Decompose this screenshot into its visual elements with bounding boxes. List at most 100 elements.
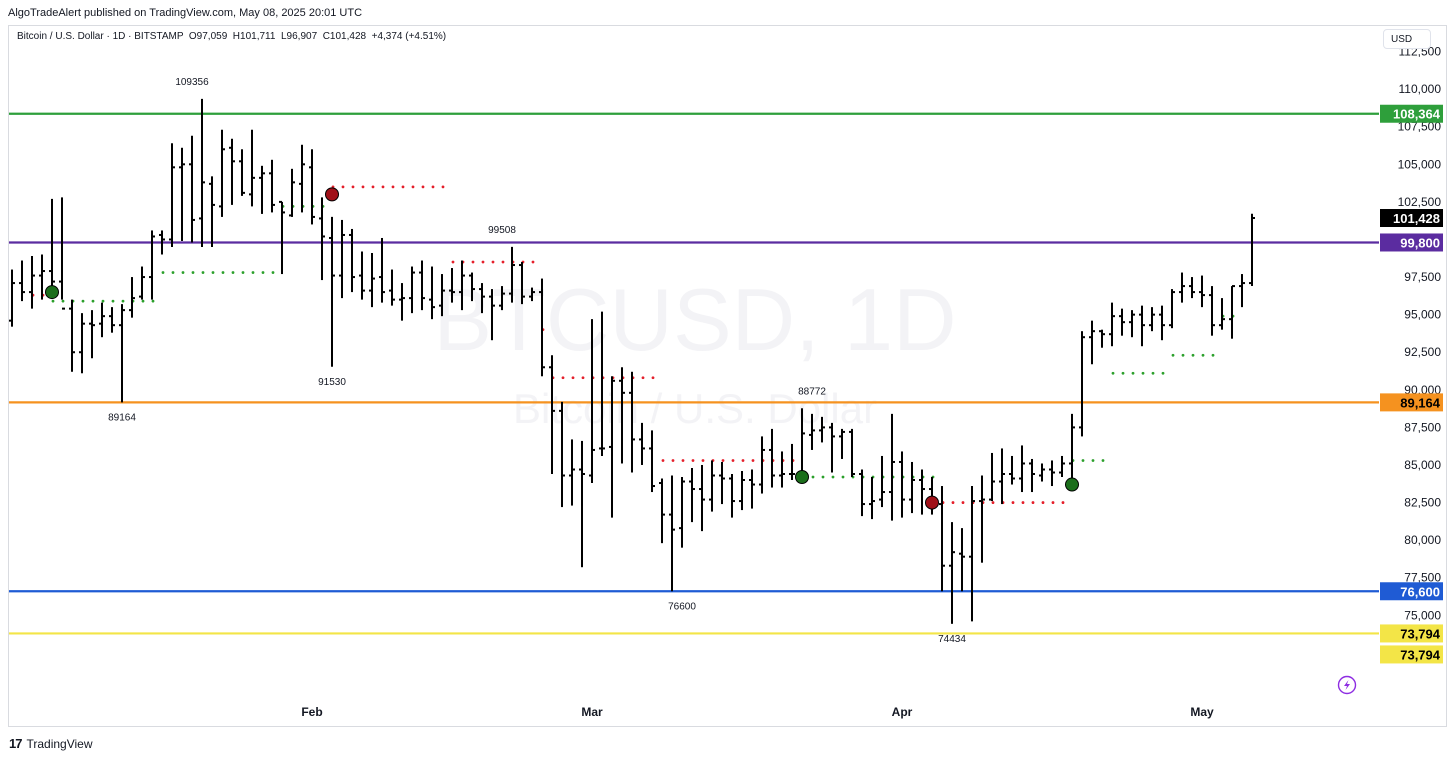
stop-dot [991,501,995,504]
price-tag-text: 76,600 [1400,584,1440,599]
stop-dot [161,271,165,274]
ohlc-bar [559,401,565,508]
price-tag-text: 101,428 [1393,211,1440,226]
ohlc-bar [379,237,385,303]
ohlc-bar [999,448,1005,505]
ohlc-bar [459,260,465,311]
stop-dot [821,475,825,479]
watermark-description: Bitcoin / U.S. Dollar [513,385,877,432]
ohlc-bar [59,197,65,310]
stop-dot [651,376,655,380]
stop-dot [241,271,245,274]
stop-dot [1151,371,1155,375]
stop-dot [391,185,395,189]
stop-dot [351,185,355,189]
stop-dot [61,299,65,303]
stop-dot [701,459,705,462]
stop-dot [1061,501,1065,504]
ohlc-bar [639,422,645,465]
high-low-label: 89164 [108,412,136,423]
level-price-tag: 76,600 [1380,582,1443,601]
price-tag-box [1380,209,1443,228]
ohlc-bar [619,367,625,464]
stop-dot [1041,501,1045,504]
publisher-line: AlgoTradeAlert published on TradingView.… [8,7,363,19]
ohlc-bar [529,287,535,302]
y-tick-label: 97,500 [1404,270,1441,284]
stop-dot [951,501,955,504]
sell-signal-marker [325,187,339,202]
stop-dot [261,271,265,274]
ohlc-bar [409,266,415,314]
stop-dot [1201,353,1205,357]
ohlc-bar [859,469,865,517]
y-tick-label: 95,000 [1404,308,1441,322]
ohlc-bar [89,310,95,359]
high-low-label: 99508 [488,225,516,236]
price-tag-text: 73,794 [1400,647,1441,662]
y-tick-label: 90,000 [1404,383,1441,397]
y-tick-label: 92,500 [1404,345,1441,359]
stop-dot [641,376,645,380]
ohlc-bar [599,311,605,456]
stop-dot [51,299,55,303]
buy-signal-marker [1065,477,1079,492]
stop-dot [201,271,205,274]
price-tag-box [1380,582,1443,601]
stop-dot [671,459,675,462]
ohlc-bar [919,469,925,515]
ohlc-bar [1159,305,1165,341]
stop-dot [751,459,755,462]
x-tick-label: Apr [892,705,913,719]
ohlc-bar [399,283,405,321]
replay-icon[interactable] [1337,675,1357,695]
high-low-label: 74434 [938,634,966,645]
y-tick-label: 85,000 [1404,458,1441,472]
y-tick-label: 102,500 [1398,195,1442,209]
ohlc-bar [139,266,145,300]
stop-dot [831,475,835,479]
ohlc-bar [79,313,85,374]
ohlc-bar [659,478,665,544]
ohlc-bar [429,266,435,320]
ohlc-bar [269,159,275,213]
y-tick-label: 107,500 [1398,120,1442,134]
price-tag: 101,428 [1380,209,1443,228]
stop-dot [411,185,415,189]
stop-dot [341,185,345,189]
x-tick-label: May [1190,705,1214,719]
ohlc-bar [759,436,765,494]
ohlc-bar [369,253,375,308]
stop-dot [661,459,665,462]
ohlc-bar [609,376,615,518]
ohlc-bar [719,461,725,505]
ohlc-bar [1019,445,1025,493]
x-tick-label: Feb [301,705,322,719]
price-tag-text: 108,364 [1393,107,1441,122]
ohlc-bar [339,219,345,299]
ohlc-bar [1209,286,1215,336]
tradingview-logo-icon: 17 [9,736,23,751]
ohlc-bar [469,272,475,302]
stop-dot [561,376,565,380]
stop-dot [441,185,445,189]
stop-dot [451,260,455,264]
currency-button[interactable]: USD [1383,29,1431,49]
stop-dot [531,260,535,264]
y-tick-label: 105,000 [1398,157,1442,171]
ohlc-bar [209,176,215,247]
stop-dot [811,475,815,479]
ohlc-bar [389,269,395,306]
ohlc-bar [99,302,105,338]
price-tag-box [1380,104,1443,123]
ohlc-bar [1059,455,1065,478]
stop-dot [1121,371,1125,375]
ohlc-bar [249,129,255,207]
ohlc-bar [709,460,715,512]
ohlc-bar [1099,329,1105,348]
buy-signal-marker [45,285,59,300]
ohlc-bar [849,428,855,478]
price-tag-text: 73,794 [1400,626,1441,641]
ohlc-bar [779,451,785,488]
